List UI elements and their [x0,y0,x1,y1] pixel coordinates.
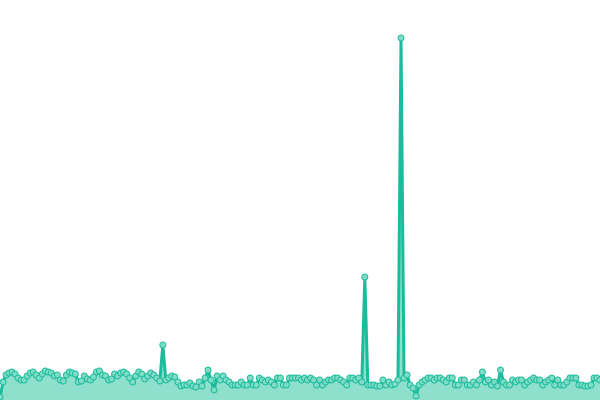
data-point [204,366,212,374]
data-point [0,393,4,400]
data-point [484,376,492,384]
data-point [53,371,61,379]
data-point [343,381,351,389]
data-point [409,384,417,392]
data-point [587,381,595,389]
data-point [497,366,505,374]
data-point [282,381,290,389]
data-point [276,374,284,382]
data-point [361,273,369,281]
data-point [210,386,218,394]
data-point [403,371,411,379]
data-point [156,377,164,385]
data-point [493,382,501,390]
data-point [394,376,402,384]
data-point [198,382,206,390]
data-point [201,374,209,382]
data-point [59,377,67,385]
data-point [159,341,167,349]
data-point [129,378,137,386]
data-point [536,376,544,384]
data-point [506,381,514,389]
data-point [379,376,387,384]
data-point [596,376,600,384]
data-point [518,376,526,384]
data-point [478,368,486,376]
data-point [475,376,483,384]
data-point [448,374,456,382]
data-point [171,373,179,381]
data-point [77,377,85,385]
data-point [412,392,420,400]
series-line [0,36,600,398]
data-points [0,34,600,400]
data-point [270,381,278,389]
data-point [397,34,405,42]
data-point [0,378,7,386]
data-point [89,373,97,381]
data-point [454,381,462,389]
data-point [316,376,324,384]
data-point [138,370,146,378]
data-point [207,376,215,384]
data-point [252,381,260,389]
data-point [572,374,580,382]
data-point [358,378,366,386]
data-point [554,376,562,384]
data-point [243,381,251,389]
data-point [548,374,556,382]
data-point [460,376,468,384]
area-fill [0,38,600,400]
data-point [376,382,384,390]
data-point [472,381,480,389]
data-point [71,370,79,378]
data-point [246,374,254,382]
data-point [108,375,116,383]
